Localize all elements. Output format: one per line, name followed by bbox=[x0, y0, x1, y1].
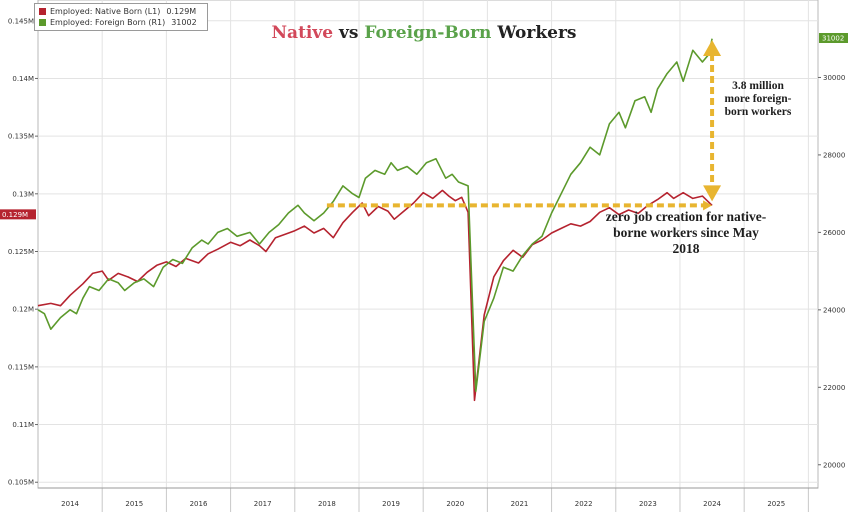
x-tick-label: 2017 bbox=[254, 500, 272, 508]
title-native-word: Native bbox=[271, 23, 334, 43]
y-left-tick-label: 0.11M bbox=[12, 421, 34, 429]
right-value-tag-text: 31002 bbox=[822, 35, 844, 43]
x-tick-label: 2019 bbox=[382, 500, 400, 508]
left-value-tag bbox=[0, 209, 36, 220]
x-tick-label: 2018 bbox=[318, 500, 336, 508]
title-tail-word: Workers bbox=[497, 23, 577, 43]
y-left-tick-label: 0.105M bbox=[8, 479, 34, 487]
legend-value-native: 0.129M bbox=[166, 7, 197, 16]
legend-swatch-native bbox=[39, 8, 46, 15]
plot-area bbox=[37, 0, 819, 489]
chart-legend: Employed: Native Born (L1) 0.129M Employ… bbox=[34, 3, 208, 31]
legend-value-foreign: 31002 bbox=[171, 18, 197, 27]
x-tick-label: 2023 bbox=[639, 500, 657, 508]
y-right-tick-label: 20000 bbox=[823, 461, 845, 469]
y-left-tick-label: 0.12M bbox=[12, 306, 34, 314]
y-left-tick-label: 0.13M bbox=[12, 190, 34, 198]
legend-entry-native: Employed: Native Born (L1) 0.129M bbox=[39, 6, 203, 17]
x-tick-label: 2025 bbox=[767, 500, 785, 508]
x-tick-label: 2014 bbox=[61, 500, 79, 508]
annotation-zero-native-job-creation: zero job creation for native-borne worke… bbox=[605, 209, 767, 257]
y-left-tick-label: 0.14M bbox=[12, 75, 34, 83]
x-tick-label: 2016 bbox=[190, 500, 208, 508]
y-right-tick-label: 28000 bbox=[823, 151, 845, 159]
x-tick-label: 2021 bbox=[511, 500, 529, 508]
legend-label-foreign: Employed: Foreign Born (R1) bbox=[50, 18, 166, 27]
legend-swatch-foreign bbox=[39, 19, 46, 26]
y-right-tick-label: 26000 bbox=[823, 229, 845, 237]
chart-title: Native vs Foreign-Born Workers bbox=[0, 23, 848, 43]
legend-label-native: Employed: Native Born (L1) bbox=[50, 7, 161, 16]
y-left-tick-label: 0.125M bbox=[8, 248, 34, 256]
y-right-tick-label: 24000 bbox=[823, 306, 845, 314]
title-vs-word: vs bbox=[339, 23, 359, 43]
x-tick-label: 2022 bbox=[575, 500, 593, 508]
annotation-gap-arrow-up bbox=[703, 40, 722, 56]
right-value-tag bbox=[819, 33, 848, 43]
annotation-gap-arrow-down bbox=[703, 185, 722, 202]
series-line-native bbox=[37, 189, 713, 402]
annotation-baseline-arrowhead bbox=[703, 200, 713, 211]
annotation-more-foreign-born: 3.8 million more foreign-born workers bbox=[724, 80, 792, 119]
title-foreign-word: Foreign-Born bbox=[364, 23, 492, 43]
y-left-tick-label: 0.145M bbox=[8, 17, 34, 25]
left-value-tag-text: 0.129M bbox=[2, 211, 28, 219]
x-tick-label: 2020 bbox=[446, 500, 464, 508]
y-right-tick-label: 30000 bbox=[823, 74, 845, 82]
y-left-tick-label: 0.135M bbox=[8, 133, 34, 141]
y-right-tick-label: 22000 bbox=[823, 384, 845, 392]
legend-entry-foreign: Employed: Foreign Born (R1) 31002 bbox=[39, 17, 203, 28]
x-tick-label: 2015 bbox=[125, 500, 143, 508]
y-left-tick-label: 0.115M bbox=[8, 363, 34, 371]
series-line-foreign bbox=[37, 38, 713, 392]
x-tick-label: 2024 bbox=[703, 500, 721, 508]
